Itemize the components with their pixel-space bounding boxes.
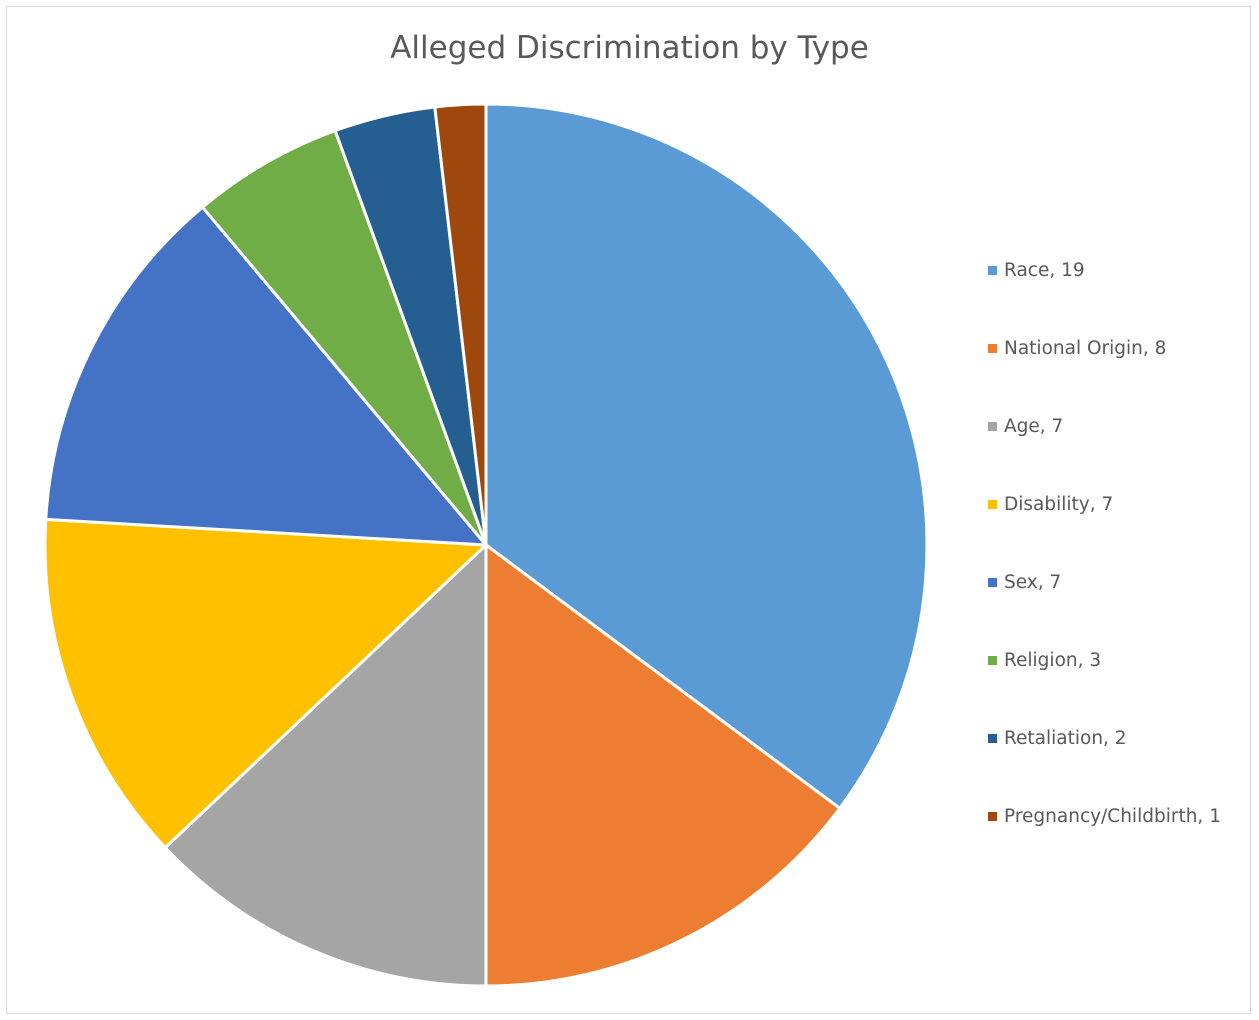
- legend-item-sex: Sex, 7: [988, 568, 1061, 596]
- legend-swatch: [988, 577, 997, 587]
- legend-swatch: [988, 811, 997, 821]
- legend-swatch: [988, 343, 997, 353]
- pie-slice-sex: [44, 205, 488, 547]
- chart-title: Alleged Discrimination by Type: [390, 30, 869, 66]
- legend-label: Retaliation, 2: [1004, 727, 1127, 749]
- legend-item-religion: Religion, 3: [988, 646, 1101, 674]
- legend-label: Age, 7: [1004, 415, 1064, 437]
- legend-label: Religion, 3: [1004, 649, 1102, 671]
- legend-label: National Origin, 8: [1004, 337, 1167, 359]
- pie-slice-disability: [43, 517, 488, 850]
- legend-item-national-origin: National Origin, 8: [988, 334, 1166, 362]
- legend-item-retaliation: Retaliation, 2: [988, 724, 1127, 752]
- legend-swatch: [988, 421, 997, 431]
- legend-swatch: [988, 655, 997, 665]
- legend-label: Disability, 7: [1004, 493, 1114, 515]
- pie-slice-race: [484, 102, 929, 810]
- legend-label: Pregnancy/Childbirth, 1: [1004, 805, 1221, 827]
- pie-slice-pregnancy-childbirth: [433, 102, 488, 547]
- pie-slice-age: [163, 543, 488, 988]
- legend-label: Race, 19: [1004, 259, 1085, 281]
- pie-slice-religion: [201, 129, 488, 547]
- pie-slice-national-origin: [484, 543, 842, 988]
- legend-swatch: [988, 265, 997, 275]
- legend-item-disability: Disability, 7: [988, 490, 1113, 518]
- legend-swatch: [988, 499, 997, 509]
- legend-item-pregnancy-childbirth: Pregnancy/Childbirth, 1: [988, 802, 1221, 830]
- legend-label: Sex, 7: [1004, 571, 1062, 593]
- legend-item-age: Age, 7: [988, 412, 1063, 440]
- legend-item-race: Race, 19: [988, 256, 1085, 284]
- legend-swatch: [988, 733, 997, 743]
